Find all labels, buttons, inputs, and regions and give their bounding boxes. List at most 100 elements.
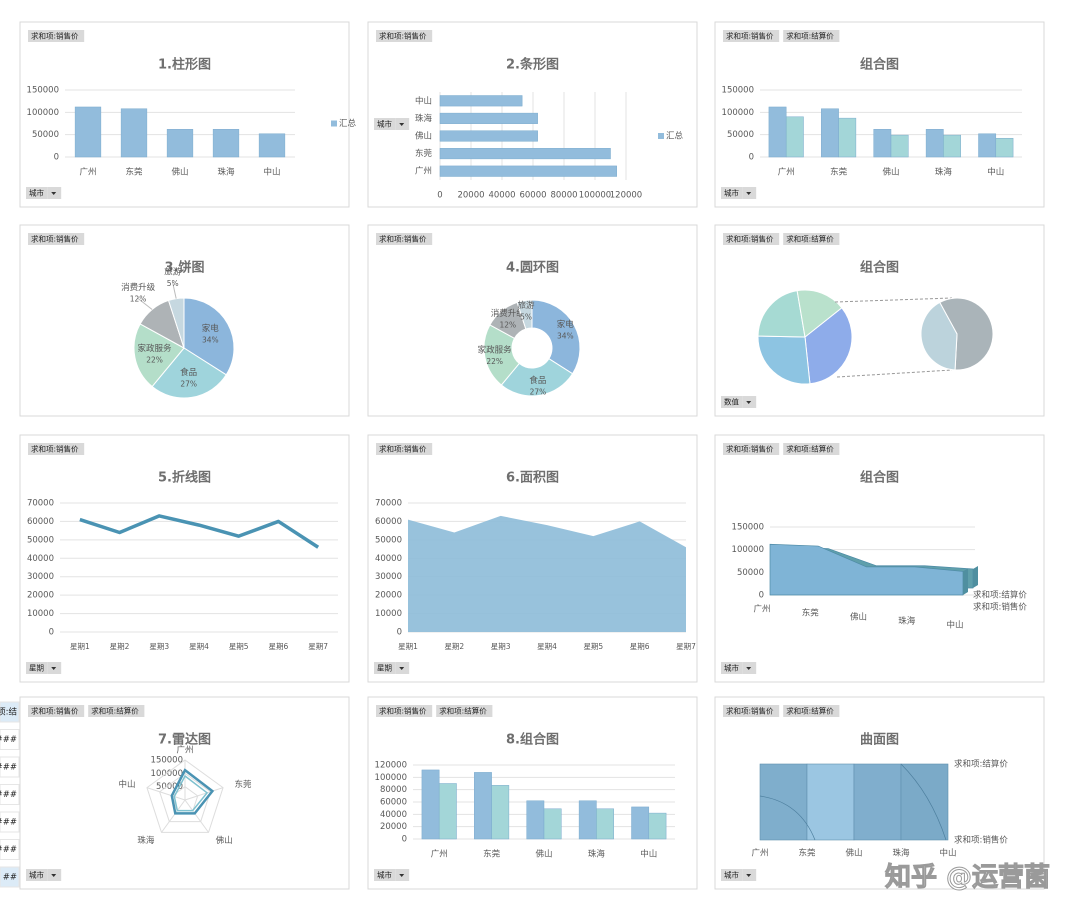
field-button-label: 城市: [377, 870, 392, 880]
dropdown-arrow: [51, 874, 57, 877]
field-button: [26, 187, 48, 199]
x-tick-label: 东莞: [483, 849, 501, 860]
field-button: [28, 233, 85, 245]
x-tick-label: 星期5: [583, 642, 603, 651]
bar: [873, 129, 892, 158]
sheet-cell: [0, 784, 20, 805]
chart-panel: [714, 21, 1045, 208]
pie-slice: [757, 290, 806, 338]
bar: [439, 130, 538, 142]
chart-title: 3.饼图: [165, 260, 205, 276]
x-tick-label: 星期7: [308, 642, 328, 651]
field-button: [721, 187, 743, 199]
y-tick-label: 60000: [375, 517, 402, 527]
y-tick-label: 50000: [737, 568, 764, 578]
r-tick-label: 150000: [151, 756, 183, 766]
chart-panel: [367, 696, 698, 890]
area: [408, 515, 686, 632]
x-tick-label: 东莞: [802, 608, 820, 619]
x-tick-label: 佛山: [171, 167, 188, 178]
x-tick-label: 中山: [939, 848, 956, 859]
field-button-label: 城市: [377, 119, 392, 129]
x-tick-label: 星期1: [70, 642, 90, 651]
chart-title: 组合图: [860, 470, 899, 486]
bar: [120, 108, 148, 158]
sheet-cell-text: ###: [0, 818, 17, 828]
x-tick-label: 广州: [751, 848, 768, 859]
slice-value: 27%: [530, 388, 547, 397]
bar: [258, 133, 286, 158]
x-tick-label: 60000: [519, 191, 546, 201]
watermark: 知乎 @运营菌: [885, 863, 1050, 893]
field-button-label: 求和项:结算价: [786, 706, 834, 716]
y-tick-label: 50000: [27, 535, 54, 545]
radar-spoke: [184, 787, 224, 801]
x-tick-label: 珠海: [588, 849, 606, 860]
chart-title: 4.圆环图: [506, 261, 559, 276]
chart-title: 组合图: [860, 57, 899, 73]
field-button: [723, 705, 780, 717]
field-button: [376, 705, 433, 717]
y-tick-label: 80000: [380, 785, 407, 795]
legend-label: 汇总: [339, 118, 357, 129]
field-button-label: 求和项:销售价: [379, 31, 427, 41]
surface-band: [806, 763, 855, 841]
x-tick-label: 星期4: [537, 642, 557, 651]
field-button-label: 求和项:销售价: [726, 234, 774, 244]
slice-value: 22%: [146, 356, 163, 365]
category-label: 佛山: [216, 835, 233, 846]
sheet-cell-text: ##: [3, 873, 17, 883]
chart-title: 5.折线图: [158, 470, 211, 486]
bar: [821, 108, 839, 158]
x-tick-label: 广州: [778, 167, 795, 178]
line: [79, 514, 320, 549]
sheet-cell-text: ###: [0, 735, 17, 745]
field-button: [88, 705, 145, 717]
dropdown-arrow: [746, 192, 752, 195]
x-tick-label: 0: [437, 191, 442, 201]
surface-band: [900, 763, 949, 841]
sheet-cell: [0, 866, 20, 888]
slice-value: 12%: [130, 295, 147, 304]
y-tick-label: 10000: [375, 609, 402, 619]
field-button-label: 求和项:销售价: [726, 444, 774, 454]
pie-slice: [151, 347, 227, 399]
pie-slice: [804, 307, 853, 385]
slice-label: 旅游: [518, 300, 536, 311]
x-tick-label: 星期1: [398, 642, 418, 651]
x-tick-label: 广州: [431, 849, 448, 860]
bar: [890, 134, 909, 158]
chart-title: 组合图: [860, 260, 899, 276]
chart-title: 7.雷达图: [158, 732, 211, 748]
slice-label: 食品: [180, 367, 197, 378]
bar: [995, 137, 1014, 158]
y-tick-label: 70000: [27, 499, 54, 509]
bar: [543, 808, 562, 840]
series-label: 求和项:结算价: [954, 759, 1008, 770]
slice-label: 食品: [529, 375, 546, 386]
bar: [768, 106, 787, 158]
bar: [438, 783, 457, 840]
x-tick-label: 星期6: [630, 642, 650, 651]
bar: [943, 134, 961, 158]
slice-label: 旅游: [164, 266, 182, 277]
x-tick-label: 佛山: [850, 612, 867, 623]
slice-value: 5%: [167, 279, 179, 288]
radar-line: [170, 768, 215, 815]
field-button: [376, 443, 433, 455]
radar-spoke: [146, 787, 186, 801]
series-label: 求和项:结算价: [973, 590, 1027, 601]
y-tick-label: 广州: [415, 166, 432, 177]
sheet-cell-text: ###: [0, 845, 17, 855]
radar-line: [173, 774, 209, 812]
x-tick-label: 中山: [263, 167, 280, 178]
x-tick-label: 东莞: [830, 167, 848, 178]
y-tick-label: 30000: [27, 572, 54, 582]
x-tick-label: 20000: [457, 191, 484, 201]
y-tick-label: 佛山: [415, 131, 432, 142]
field-button: [374, 118, 396, 130]
sheet-cell-text: 项:结: [0, 707, 17, 718]
field-button-label: 求和项:结算价: [439, 706, 487, 716]
bar: [491, 785, 510, 840]
field-button: [783, 233, 840, 245]
